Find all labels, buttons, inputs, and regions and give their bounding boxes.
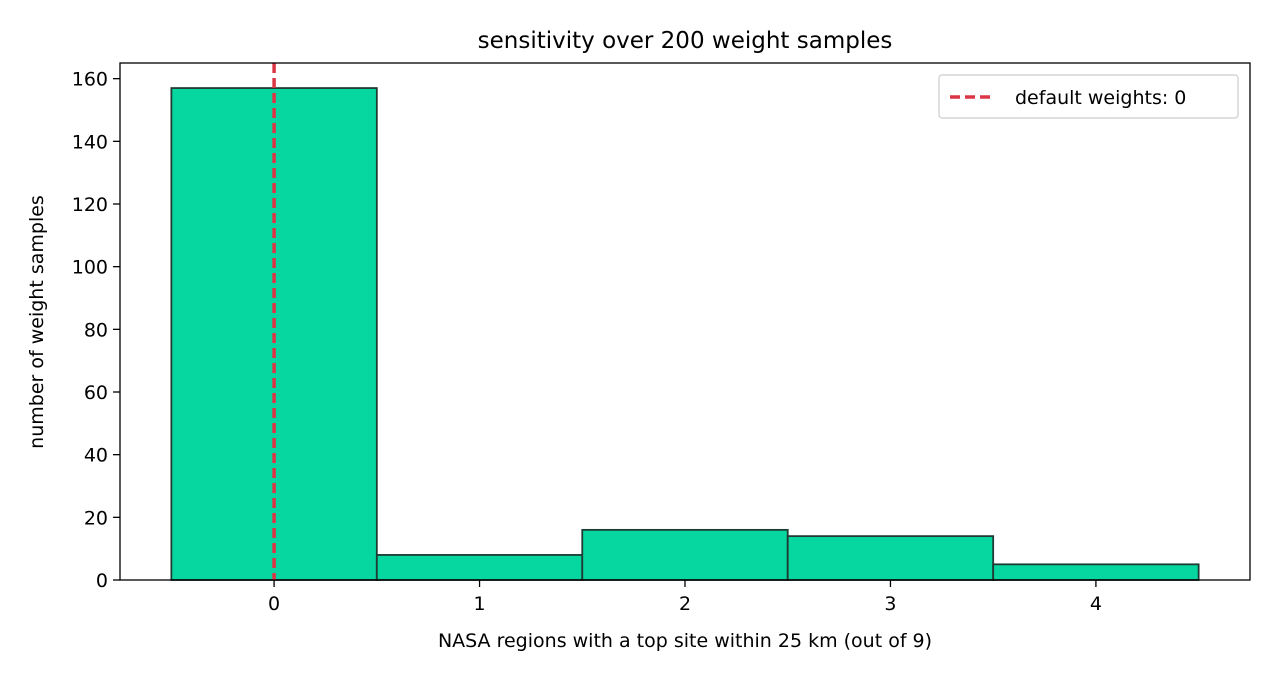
y-tick-label: 20 xyxy=(84,507,108,529)
legend-box xyxy=(938,74,1239,119)
y-tick-label: 160 xyxy=(72,69,108,91)
y-tick-label: 80 xyxy=(84,319,108,341)
histogram-bar xyxy=(581,528,789,581)
x-tick-label: 1 xyxy=(473,593,485,615)
x-tick-label: 0 xyxy=(268,593,280,615)
y-tick-label: 60 xyxy=(84,382,108,404)
chart-title: sensitivity over 200 weight samples xyxy=(478,28,893,54)
x-tick-label: 3 xyxy=(884,593,896,615)
y-tick-label: 140 xyxy=(72,131,108,153)
histogram-bar xyxy=(786,535,995,581)
y-ticks: 0 20 40 60 80 100 120 140 160 xyxy=(72,69,120,592)
bars-layer xyxy=(170,87,1200,581)
y-tick-label: 120 xyxy=(72,194,108,216)
legend-label: default weights: 0 xyxy=(1015,87,1186,109)
x-tick-label: 2 xyxy=(679,593,691,615)
histogram-bar xyxy=(992,563,1200,581)
x-ticks: 0 1 2 3 4 xyxy=(268,580,1102,615)
y-tick-label: 40 xyxy=(84,445,108,467)
histogram-bar xyxy=(375,554,584,581)
legend: default weights: 0 xyxy=(938,74,1239,119)
y-tick-label: 0 xyxy=(96,570,108,592)
y-tick-label: 100 xyxy=(72,257,108,279)
y-axis-label: number of weight samples xyxy=(26,195,48,449)
x-axis-label: NASA regions with a top site within 25 k… xyxy=(438,630,932,652)
x-tick-label: 4 xyxy=(1090,593,1102,615)
